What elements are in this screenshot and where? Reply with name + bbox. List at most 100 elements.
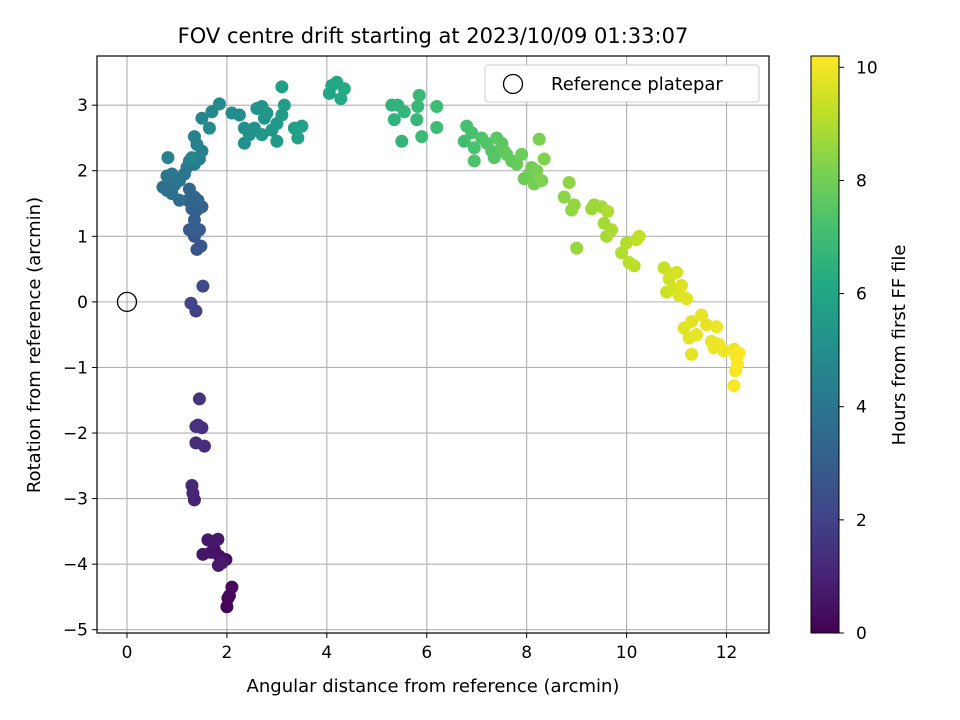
scatter-point: [487, 151, 501, 165]
scatter-point: [467, 154, 481, 168]
scatter-point: [465, 126, 479, 140]
scatter-point: [337, 82, 351, 96]
colorbar-tick-label: 2: [856, 511, 867, 531]
x-tick-label: 4: [321, 643, 332, 663]
colorbar-label: Hours from first FF file: [889, 245, 910, 446]
scatter-point: [632, 229, 646, 243]
scatter-point: [510, 157, 524, 171]
scatter-point: [196, 279, 210, 293]
scatter-point: [532, 132, 546, 146]
colorbar-tick-label: 0: [856, 624, 867, 644]
y-tick-label: −1: [63, 358, 88, 378]
colorbar-tick-label: 4: [856, 398, 867, 418]
colorbar-tick-label: 10: [856, 58, 878, 78]
scatter-point: [189, 419, 203, 433]
x-tick-label: 12: [716, 643, 738, 663]
scatter-point: [717, 344, 731, 358]
scatter-point: [387, 113, 401, 127]
x-tick-label: 10: [616, 643, 638, 663]
scatter-point: [727, 379, 741, 393]
scatter-point: [731, 357, 745, 371]
scatter-point: [182, 223, 196, 237]
scatter-point: [187, 130, 201, 144]
scatter-point: [192, 223, 206, 237]
scatter-point: [732, 346, 746, 360]
colorbar-axis: 0 2 4 6 8 10: [839, 58, 878, 644]
scatter-point: [415, 130, 429, 144]
colorbar-gradient: [810, 55, 840, 634]
scatter-point: [627, 259, 641, 273]
scatter-point: [562, 176, 576, 190]
scatter-point: [212, 97, 226, 111]
colorbar-tick-label: 6: [856, 285, 867, 305]
x-tick-label: 6: [421, 643, 432, 663]
scatter-point: [195, 111, 209, 125]
colorbar-tick-label: 8: [856, 171, 867, 191]
scatter-point: [467, 141, 481, 155]
scatter-point: [397, 105, 411, 119]
scatter-point: [196, 547, 210, 561]
x-tick-label: 2: [221, 643, 232, 663]
scatter-point: [530, 164, 544, 178]
scatter-point: [670, 265, 684, 279]
chart-title: FOV centre drift starting at 2023/10/09 …: [178, 24, 689, 48]
y-tick-label: −5: [63, 621, 88, 641]
scatter-point: [270, 134, 284, 148]
scatter-point: [291, 131, 305, 145]
scatter-point: [275, 80, 289, 94]
scatter-point: [255, 128, 269, 142]
scatter-point: [411, 99, 425, 113]
scatter-point: [557, 190, 571, 204]
y-axis: −5 −4 −3 −2 −1 0 1 2 3: [63, 96, 97, 641]
scatter-point: [215, 556, 229, 570]
y-tick-label: −2: [63, 424, 88, 444]
scatter-point: [570, 241, 584, 255]
scatter-point: [535, 174, 549, 188]
scatter-point: [192, 392, 206, 406]
scatter-point: [201, 533, 215, 547]
scatter-point: [275, 108, 289, 122]
scatter-point: [277, 98, 291, 112]
scatter-point: [211, 532, 225, 546]
scatter-point: [194, 239, 208, 253]
scatter-point: [232, 108, 246, 122]
scatter-point: [225, 580, 239, 594]
scatter-point: [620, 236, 634, 250]
scatter-point: [182, 182, 196, 196]
grid-lines: [97, 56, 769, 633]
scatter-point: [410, 113, 424, 127]
legend-label: Reference platepar: [551, 74, 723, 95]
scatter-point: [161, 151, 175, 165]
scatter-point: [165, 167, 179, 181]
reference-marker-layer: [116, 291, 138, 313]
data-points: [156, 75, 746, 614]
scatter-point: [185, 151, 199, 165]
scatter-point: [412, 88, 426, 102]
y-tick-label: 1: [77, 227, 88, 247]
y-tick-label: 3: [77, 96, 88, 116]
scatter-point: [605, 223, 619, 237]
scatter-point: [537, 152, 551, 166]
y-tick-label: 2: [77, 162, 88, 182]
scatter-point: [685, 315, 699, 329]
scatter-point: [685, 347, 699, 361]
scatter-point: [187, 213, 201, 227]
legend: Reference platepar: [484, 64, 760, 103]
scatter-point: [189, 436, 203, 450]
scatter-point: [690, 328, 704, 342]
reference-platepar-marker: [116, 291, 138, 313]
plot-frame: [96, 55, 770, 634]
x-tick-label: 0: [122, 643, 133, 663]
scatter-point: [184, 296, 198, 310]
scatter-point: [202, 121, 216, 135]
scatter-point: [260, 106, 274, 120]
scatter-point: [710, 320, 724, 334]
x-axis: 0 2 4 6 8 10 12: [122, 633, 738, 663]
scatter-point: [700, 318, 714, 332]
scatter-point: [675, 278, 689, 292]
scatter-point: [430, 99, 444, 113]
scatter-point: [457, 134, 471, 148]
legend-marker-icon: [502, 73, 524, 95]
legend-box: [484, 64, 760, 103]
